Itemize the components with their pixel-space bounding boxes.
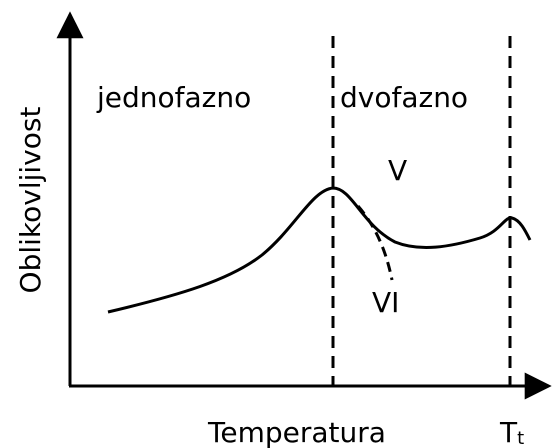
curve-label: VI — [372, 286, 399, 319]
region-label: jednofazno — [96, 81, 251, 114]
marker-sub: t — [517, 428, 524, 448]
curve-vi — [356, 205, 394, 281]
curve-label: V — [388, 154, 407, 187]
curve-v — [107, 186, 532, 314]
region-label: dvofazno — [340, 81, 468, 114]
marker-main: T — [499, 416, 518, 448]
x-axis-label: Temperatura — [207, 416, 386, 448]
y-axis-label: Oblikovljivost — [14, 107, 47, 294]
marker-label: Tt — [499, 416, 524, 448]
